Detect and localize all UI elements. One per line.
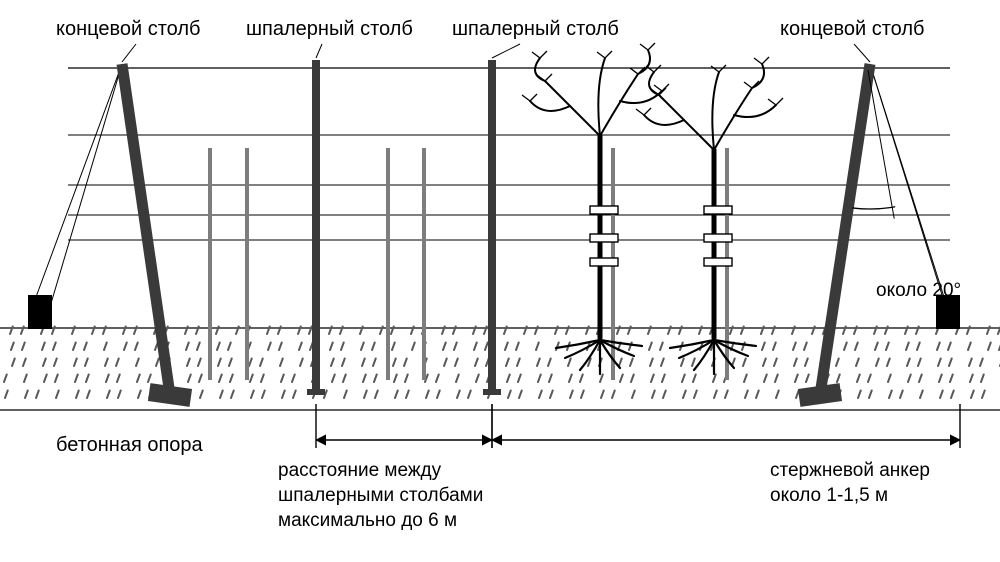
tree-0 [522,43,669,380]
tree-roots-0 [556,340,642,374]
tree-crown-1 [636,57,783,150]
label-top-1: шпалерный столб [246,18,413,41]
angle-arc [852,207,895,209]
diagram-stage: концевой столб шпалерный столб шпалерный с… [0,0,1000,562]
label-concrete: бетонная опора [56,434,203,457]
label-anchor-0: стержневой анкер [770,460,930,482]
label-anchor-1: около 1-1,5 м [770,485,888,507]
label-span-1: шпалерными столбами [278,485,483,507]
end-post-right-foot [798,383,842,407]
label-span-0: расстояние между [278,460,441,482]
tree-roots-1 [670,340,756,374]
end-post-left-foot [148,383,192,407]
wires [68,68,950,240]
label-angle: около 20° [876,280,961,302]
label-top-3: концевой столб [780,18,925,41]
label-top-2: шпалерный столб [452,18,619,41]
label-top-0: концевой столб [56,18,201,41]
tree-crown-0 [522,43,669,136]
end-post-left [122,64,170,395]
label-span-2: максимально до 6 м [278,510,457,532]
